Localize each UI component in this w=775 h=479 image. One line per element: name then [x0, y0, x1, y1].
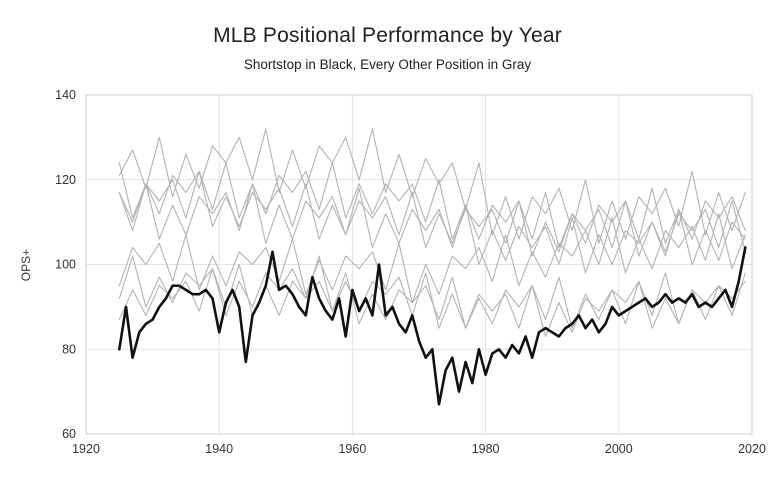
chart-subtitle: Shortstop in Black, Every Other Position…: [243, 57, 532, 72]
x-tick-label: 1940: [205, 442, 233, 456]
series-line-other-position-5: [118, 213, 746, 304]
y-tick-label: 120: [55, 173, 76, 187]
series-line-shortstop: [118, 246, 747, 406]
y-tick-label: 140: [55, 88, 76, 102]
x-tick-label: 1980: [472, 442, 500, 456]
series-line-other-position-4: [118, 183, 746, 274]
series-line-other-position-1: [118, 128, 746, 244]
chart-title: MLB Positional Performance by Year: [213, 24, 562, 47]
series-line-other-position-3: [118, 170, 746, 257]
x-tick-label: 2000: [605, 442, 633, 456]
x-tick-label: 1960: [338, 442, 366, 456]
x-tick-label: 2020: [738, 442, 766, 456]
y-tick-label: 100: [55, 258, 76, 272]
y-tick-label: 80: [62, 342, 76, 356]
series-line-other-position-2: [118, 162, 746, 249]
plot-border: [85, 94, 753, 435]
x-tick-label: 1920: [72, 442, 100, 456]
y-tick-label: 60: [62, 427, 76, 441]
